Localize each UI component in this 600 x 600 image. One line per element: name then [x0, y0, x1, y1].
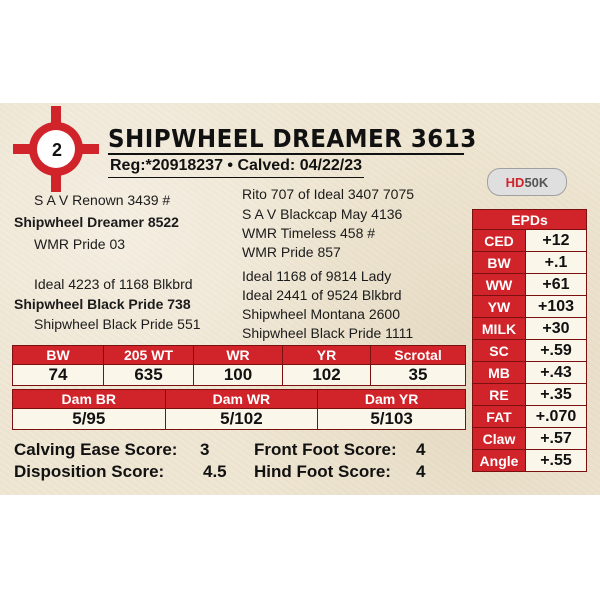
epd-table: EPDs CED +12 BW +.1 WW +61 YW +103 MILK +30 S…: [472, 209, 587, 472]
epd-value: +.070: [525, 405, 587, 428]
pedigree-dam-dam: Shipwheel Black Pride 551: [34, 316, 201, 332]
reg-rule: [108, 177, 364, 178]
perf-value: 35: [370, 364, 466, 386]
pedigree-sire-sire: S A V Renown 3439 #: [34, 192, 171, 208]
hd50k-logo: HD 50K: [487, 168, 567, 196]
epd-value: +.35: [525, 383, 587, 406]
epd-value: +103: [525, 295, 587, 318]
pedigree-right-6: Ideal 2441 of 9524 Blkbrd: [242, 287, 402, 303]
epd-value: +.59: [525, 339, 587, 362]
epd-label: MILK: [472, 317, 526, 340]
lot-crosshair-badge: [13, 106, 99, 192]
perf-value: 635: [103, 364, 194, 386]
perf-value: 100: [193, 364, 283, 386]
front-foot-score: 4: [416, 440, 426, 459]
epd-value: +61: [525, 273, 587, 296]
front-foot-label: Front Foot Score:: [254, 440, 397, 459]
epd-label: CED: [472, 229, 526, 252]
perf-value: 102: [282, 364, 371, 386]
perf-header: Scrotal: [370, 345, 466, 365]
title-rule: [108, 153, 464, 155]
dam-header: Dam WR: [164, 389, 319, 409]
pedigree-right-2: S A V Blackcap May 4136: [242, 206, 403, 222]
epd-label: BW: [472, 251, 526, 274]
logo-hd-text: HD: [505, 174, 525, 190]
perf-header: YR: [282, 345, 371, 365]
epd-value: +30: [525, 317, 587, 340]
lot-number: 2: [51, 140, 62, 160]
epd-title: EPDs: [472, 209, 587, 230]
pedigree-right-1: Rito 707 of Ideal 3407 7075: [242, 186, 415, 202]
pedigree-right-7: Shipwheel Montana 2600: [242, 306, 401, 322]
epd-value: +.1: [525, 251, 587, 274]
epd-label: Claw: [472, 427, 526, 450]
pedigree-right-5: Ideal 1168 of 9814 Lady: [242, 268, 392, 284]
pedigree-sire: Shipwheel Dreamer 8522: [14, 214, 179, 230]
epd-label: YW: [472, 295, 526, 318]
perf-value: 74: [12, 364, 104, 386]
epd-value: +.43: [525, 361, 587, 384]
calving-ease-score: 3: [200, 440, 210, 459]
perf-header: BW: [12, 345, 104, 365]
dam-value: 5/103: [317, 408, 466, 430]
hind-foot-label: Hind Foot Score:: [254, 462, 391, 481]
epd-label: SC: [472, 339, 526, 362]
pedigree-dam-sire: Ideal 4223 of 1168 Blkbrd: [34, 276, 193, 292]
disposition-score: 4.5: [203, 462, 227, 481]
dam-header: Dam YR: [317, 389, 466, 409]
pedigree-right-4: WMR Pride 857: [242, 244, 341, 260]
calving-ease-label: Calving Ease Score:: [14, 440, 178, 459]
animal-name: SHIPWHEEL DREAMER 3613: [108, 124, 477, 153]
dam-stats-table: Dam BR Dam WR Dam YR 5/95 5/102 5/103: [12, 389, 466, 430]
epd-value: +12: [525, 229, 587, 252]
perf-header: WR: [193, 345, 283, 365]
pedigree-right-8: Shipwheel Black Pride 1111: [242, 325, 414, 341]
perf-header: 205 WT: [103, 345, 194, 365]
dam-header: Dam BR: [12, 389, 166, 409]
dam-value: 5/95: [12, 408, 166, 430]
epd-value: +.55: [525, 449, 587, 472]
epd-label: WW: [472, 273, 526, 296]
dam-value: 5/102: [164, 408, 319, 430]
disposition-label: Disposition Score:: [14, 462, 165, 481]
pedigree-right-3: WMR Timeless 458 #: [242, 225, 376, 241]
epd-label: MB: [472, 361, 526, 384]
logo-rest-text: 50K: [524, 174, 549, 190]
registration-line: Reg:*20918237 • Calved: 04/22/23: [110, 157, 362, 174]
hind-foot-score: 4: [416, 462, 426, 481]
epd-value: +.57: [525, 427, 587, 450]
epd-label: Angle: [472, 449, 526, 472]
epd-label: RE: [472, 383, 526, 406]
epd-label: FAT: [472, 405, 526, 428]
pedigree-dam: Shipwheel Black Pride 738: [14, 296, 191, 312]
performance-table: BW 205 WT WR YR Scrotal 74 635 100 102 3…: [12, 345, 466, 386]
pedigree-sire-dam: WMR Pride 03: [34, 236, 126, 252]
